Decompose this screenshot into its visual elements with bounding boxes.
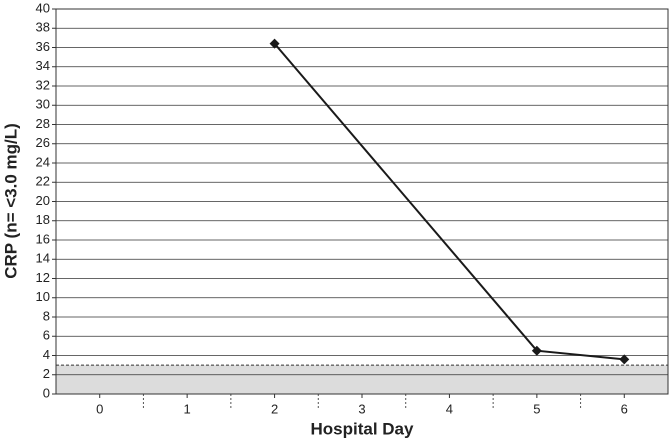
y-tick-label: 14 [36, 251, 50, 266]
y-tick-label: 6 [43, 328, 50, 343]
x-tick-label: 3 [358, 401, 365, 416]
y-tick-label: 38 [36, 20, 50, 35]
y-tick-label: 2 [43, 366, 50, 381]
y-tick-label: 40 [36, 0, 50, 15]
y-tick-label: 32 [36, 77, 50, 92]
y-tick-label: 22 [36, 174, 50, 189]
y-tick-label: 16 [36, 231, 50, 246]
y-tick-label: 8 [43, 308, 50, 323]
y-tick-label: 24 [36, 154, 50, 169]
x-tick-label: 1 [184, 401, 191, 416]
data-point [619, 354, 630, 365]
normal-range [56, 365, 668, 394]
y-tick-label: 0 [43, 385, 50, 400]
x-tick-label: 5 [533, 401, 540, 416]
y-tick-label: 34 [36, 58, 50, 73]
data-point [269, 38, 280, 49]
y-tick-label: 30 [36, 97, 50, 112]
y-tick-label: 4 [43, 347, 50, 362]
x-tick-label: 0 [96, 401, 103, 416]
y-tick-label: 12 [36, 270, 50, 285]
y-tick-label: 10 [36, 289, 50, 304]
y-axis-title: CRP (n= <3.0 mg/L) [1, 123, 20, 279]
y-tick-label: 18 [36, 212, 50, 227]
x-tick-label: 2 [271, 401, 278, 416]
y-tick-label: 26 [36, 135, 50, 150]
x-axis-title: Hospital Day [311, 419, 415, 438]
x-tick-label: 4 [446, 401, 453, 416]
y-tick-label: 20 [36, 193, 50, 208]
data-point [531, 345, 542, 356]
y-tick-label: 36 [36, 39, 50, 54]
y-tick-label: 28 [36, 116, 50, 131]
plot-frame [55, 8, 669, 395]
x-tick-label: 6 [621, 401, 628, 416]
